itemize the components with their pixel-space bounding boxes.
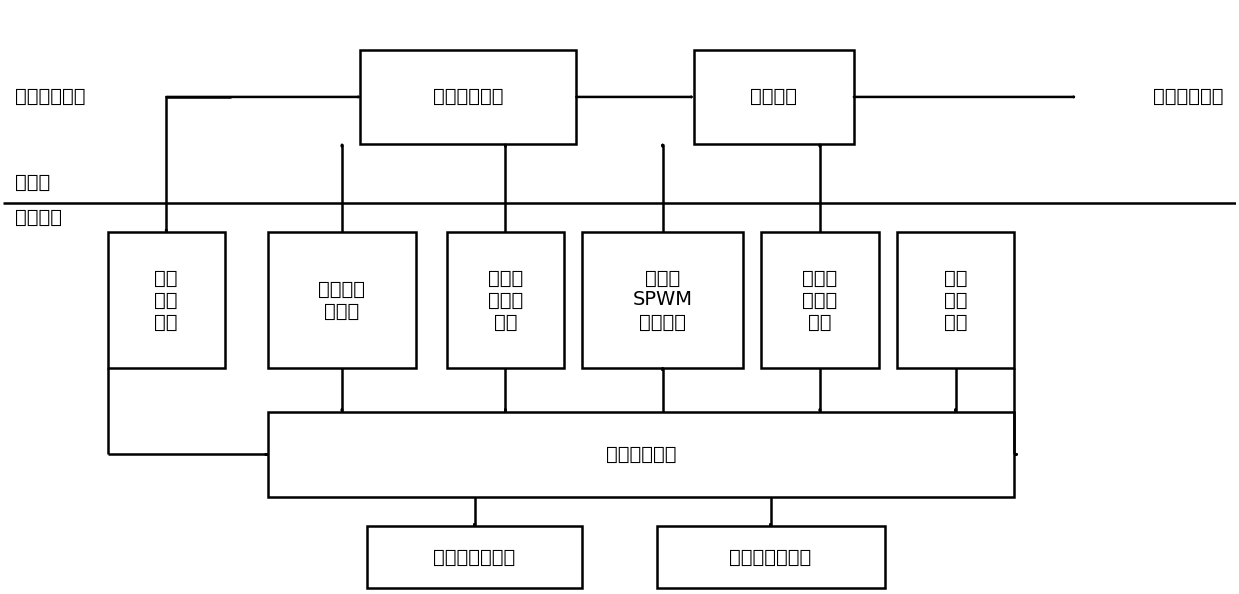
- Text: 主控芯片电路: 主控芯片电路: [606, 445, 676, 464]
- Text: 工作指示灯电路: 工作指示灯电路: [730, 548, 812, 567]
- Text: 按键和显示电路: 按键和显示电路: [434, 548, 515, 567]
- Bar: [761, 232, 878, 368]
- Text: 三相交流输出: 三相交流输出: [1154, 87, 1224, 106]
- Text: 单相交流输入: 单相交流输入: [15, 87, 85, 106]
- Bar: [447, 232, 564, 368]
- Bar: [268, 412, 1015, 497]
- Text: 主电路: 主电路: [15, 173, 51, 192]
- Bar: [897, 232, 1015, 368]
- Text: 整流滤波电路: 整流滤波电路: [434, 87, 503, 106]
- Text: 逆变电路: 逆变电路: [750, 87, 797, 106]
- Bar: [361, 50, 576, 144]
- Bar: [367, 526, 582, 588]
- Bar: [108, 232, 224, 368]
- Text: 转速
检测
电路: 转速 检测 电路: [944, 268, 968, 331]
- Bar: [268, 232, 416, 368]
- Text: 辅助
电源
电路: 辅助 电源 电路: [155, 268, 178, 331]
- Text: 继电器驱
动电路: 继电器驱 动电路: [318, 279, 366, 320]
- Bar: [694, 50, 854, 144]
- Bar: [657, 526, 885, 588]
- Text: 交流信
号检测
电路: 交流信 号检测 电路: [803, 268, 838, 331]
- Text: 隔离和
SPWM
驱动电路: 隔离和 SPWM 驱动电路: [633, 268, 693, 331]
- Bar: [582, 232, 743, 368]
- Text: 控制电路: 控制电路: [15, 208, 62, 227]
- Text: 直流信
号检测
电路: 直流信 号检测 电路: [488, 268, 523, 331]
